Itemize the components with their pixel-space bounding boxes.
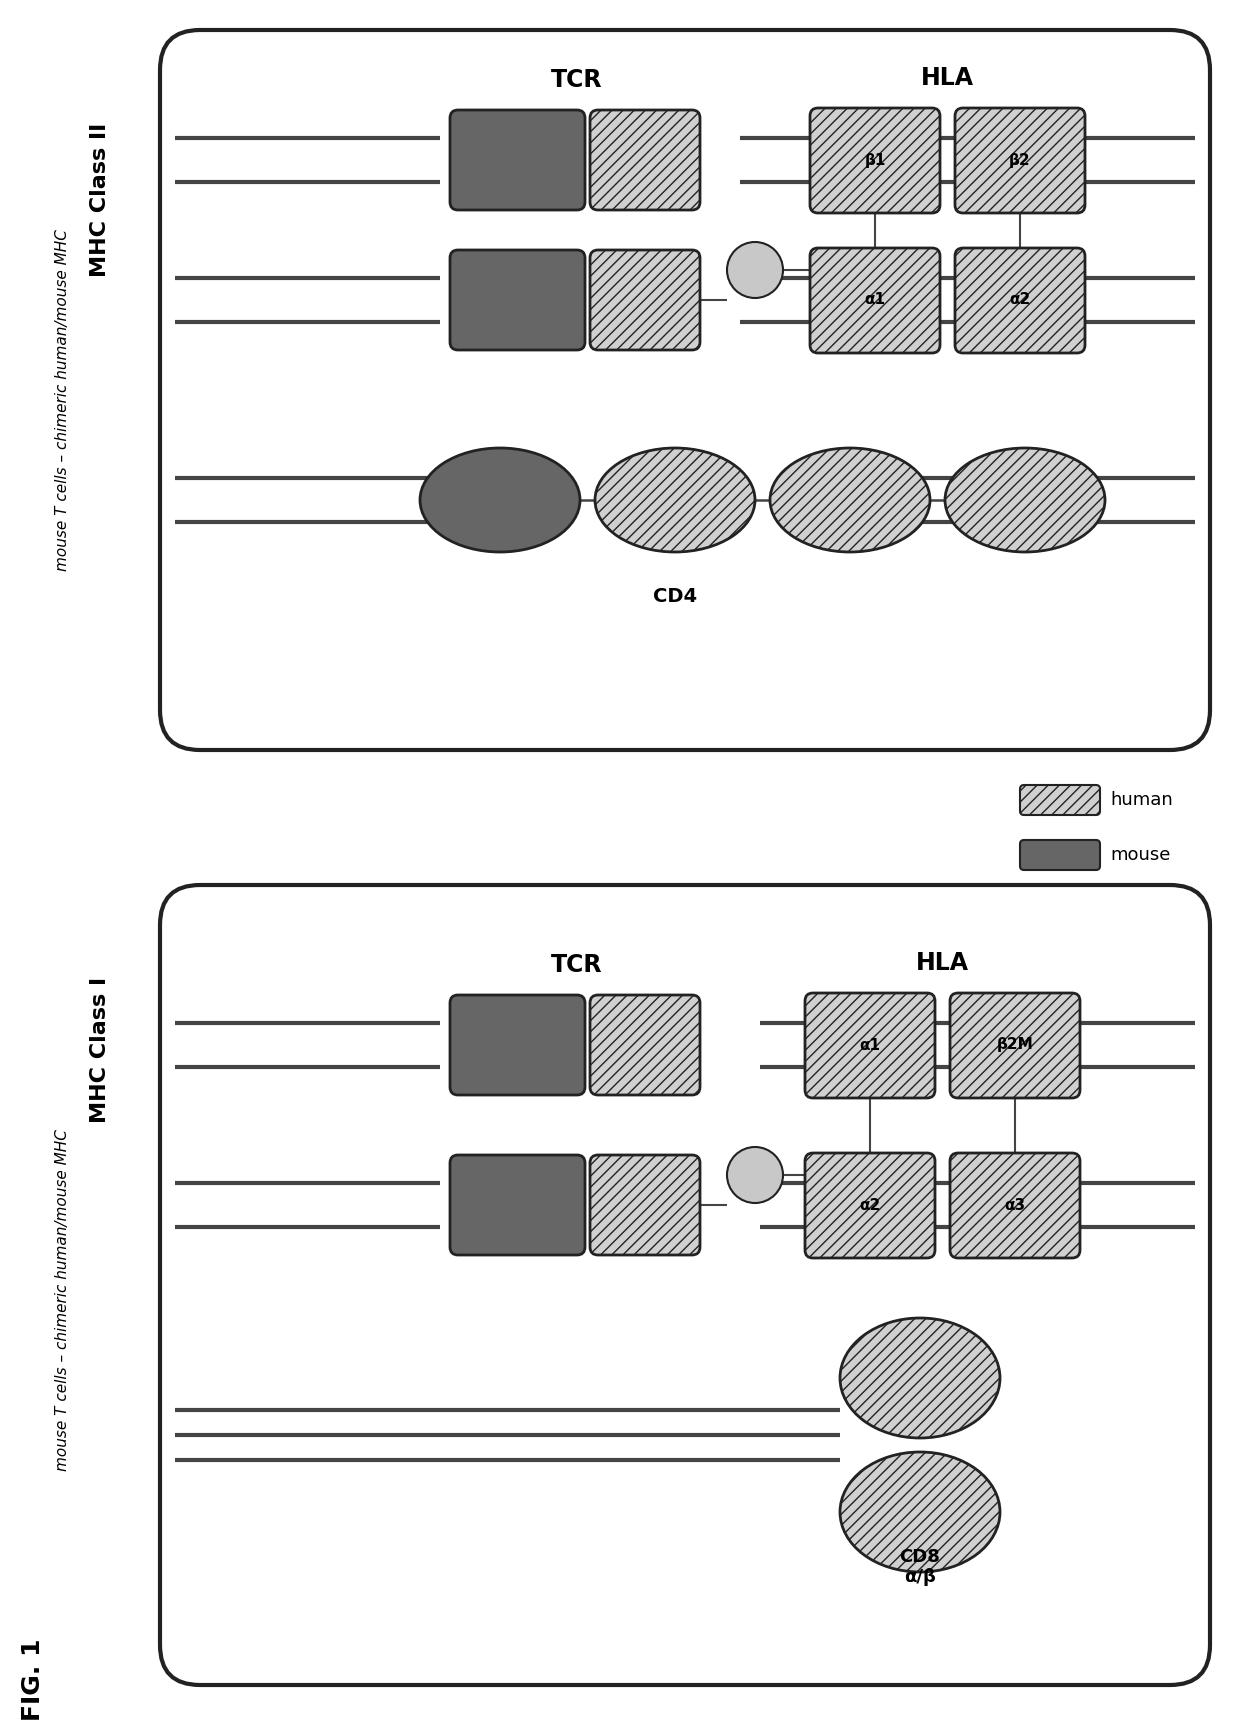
Ellipse shape	[839, 1318, 999, 1437]
FancyBboxPatch shape	[450, 1155, 585, 1255]
Ellipse shape	[839, 1451, 999, 1573]
FancyBboxPatch shape	[805, 1153, 935, 1257]
FancyBboxPatch shape	[160, 884, 1210, 1685]
Text: MHC Class I: MHC Class I	[91, 976, 110, 1124]
Text: HLA: HLA	[921, 66, 973, 90]
FancyBboxPatch shape	[950, 1153, 1080, 1257]
FancyBboxPatch shape	[1021, 786, 1100, 815]
Text: mouse T cells – chimeric human/mouse MHC: mouse T cells – chimeric human/mouse MHC	[55, 1129, 69, 1470]
FancyBboxPatch shape	[955, 248, 1085, 354]
FancyBboxPatch shape	[810, 248, 940, 354]
Text: mouse: mouse	[1110, 846, 1171, 864]
FancyBboxPatch shape	[805, 994, 935, 1098]
FancyBboxPatch shape	[450, 995, 585, 1094]
Ellipse shape	[727, 1146, 782, 1203]
Ellipse shape	[770, 447, 930, 551]
FancyBboxPatch shape	[450, 250, 585, 350]
Text: human: human	[1110, 791, 1173, 810]
Text: α1: α1	[859, 1037, 880, 1053]
Text: β2M: β2M	[997, 1037, 1033, 1053]
Text: β2: β2	[1009, 153, 1030, 168]
Text: α2: α2	[1009, 293, 1030, 307]
Ellipse shape	[945, 447, 1105, 551]
Text: FIG. 1: FIG. 1	[21, 1639, 45, 1722]
Text: CD4: CD4	[653, 588, 697, 607]
FancyBboxPatch shape	[810, 108, 940, 213]
FancyBboxPatch shape	[590, 995, 701, 1094]
Text: TCR: TCR	[552, 954, 603, 976]
Text: mouse T cells – chimeric human/mouse MHC: mouse T cells – chimeric human/mouse MHC	[55, 229, 69, 570]
Ellipse shape	[595, 447, 755, 551]
FancyBboxPatch shape	[590, 250, 701, 350]
Text: MHC Class II: MHC Class II	[91, 123, 110, 277]
Text: α3: α3	[1004, 1198, 1025, 1212]
Text: β1: β1	[864, 153, 885, 168]
Ellipse shape	[727, 243, 782, 298]
Text: α1: α1	[864, 293, 885, 307]
FancyBboxPatch shape	[950, 994, 1080, 1098]
Text: HLA: HLA	[916, 950, 968, 975]
FancyBboxPatch shape	[450, 109, 585, 210]
Text: TCR: TCR	[552, 68, 603, 92]
Text: CD8
α/β: CD8 α/β	[899, 1548, 940, 1587]
Ellipse shape	[420, 447, 580, 551]
Text: α2: α2	[859, 1198, 880, 1212]
FancyBboxPatch shape	[590, 1155, 701, 1255]
FancyBboxPatch shape	[160, 29, 1210, 751]
FancyBboxPatch shape	[590, 109, 701, 210]
FancyBboxPatch shape	[955, 108, 1085, 213]
FancyBboxPatch shape	[1021, 839, 1100, 870]
